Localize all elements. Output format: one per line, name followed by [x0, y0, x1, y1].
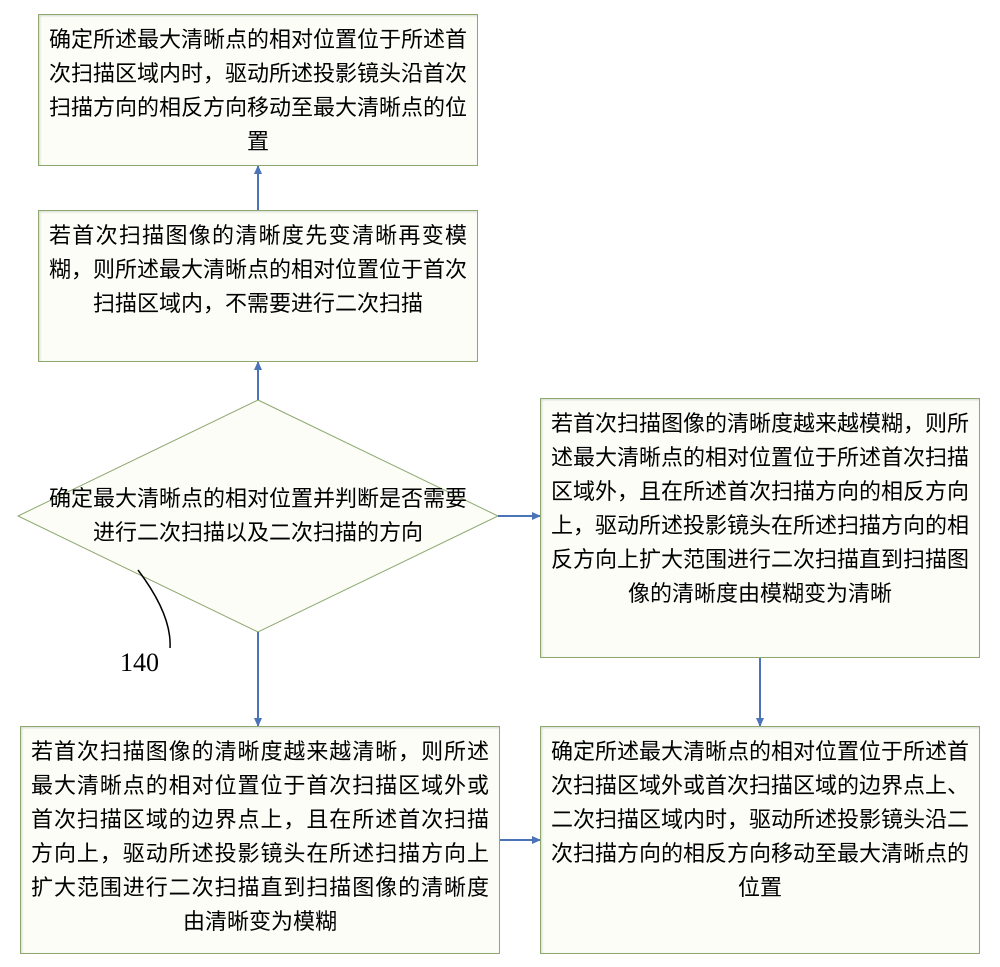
decision-node: 确定最大清晰点的相对位置并判断是否需要进行二次扫描以及二次扫描的方向	[18, 400, 498, 632]
node-case-clear-then-blur: 若首次扫描图像的清晰度先变清晰再变模糊，则所述最大清晰点的相对位置位于首次扫描区…	[38, 210, 478, 362]
node-text: 若首次扫描图像的清晰度越来越模糊，则所述最大清晰点的相对位置位于所述首次扫描区域…	[551, 407, 969, 612]
node-text: 若首次扫描图像的清晰度先变清晰再变模糊，则所述最大清晰点的相对位置位于首次扫描区…	[49, 219, 467, 321]
node-text: 确定所述最大清晰点的相对位置位于所述首次扫描区域内时，驱动所述投影镜头沿首次扫描…	[49, 23, 467, 159]
node-case-more-clear: 若首次扫描图像的清晰度越来越清晰，则所述最大清晰点的相对位置位于首次扫描区域外或…	[20, 726, 500, 954]
ref-number-label: 140	[120, 648, 159, 678]
node-text: 确定所述最大清晰点的相对位置位于所述首次扫描区域外或首次扫描区域的边界点上、二次…	[551, 735, 969, 905]
decision-text: 确定最大清晰点的相对位置并判断是否需要进行二次扫描以及二次扫描的方向	[18, 482, 498, 550]
node-result-second-scan: 确定所述最大清晰点的相对位置位于所述首次扫描区域外或首次扫描区域的边界点上、二次…	[540, 726, 980, 954]
node-result-in-region: 确定所述最大清晰点的相对位置位于所述首次扫描区域内时，驱动所述投影镜头沿首次扫描…	[38, 14, 478, 166]
node-text: 若首次扫描图像的清晰度越来越清晰，则所述最大清晰点的相对位置位于首次扫描区域外或…	[31, 735, 489, 940]
node-case-more-blurry: 若首次扫描图像的清晰度越来越模糊，则所述最大清晰点的相对位置位于所述首次扫描区域…	[540, 398, 980, 658]
